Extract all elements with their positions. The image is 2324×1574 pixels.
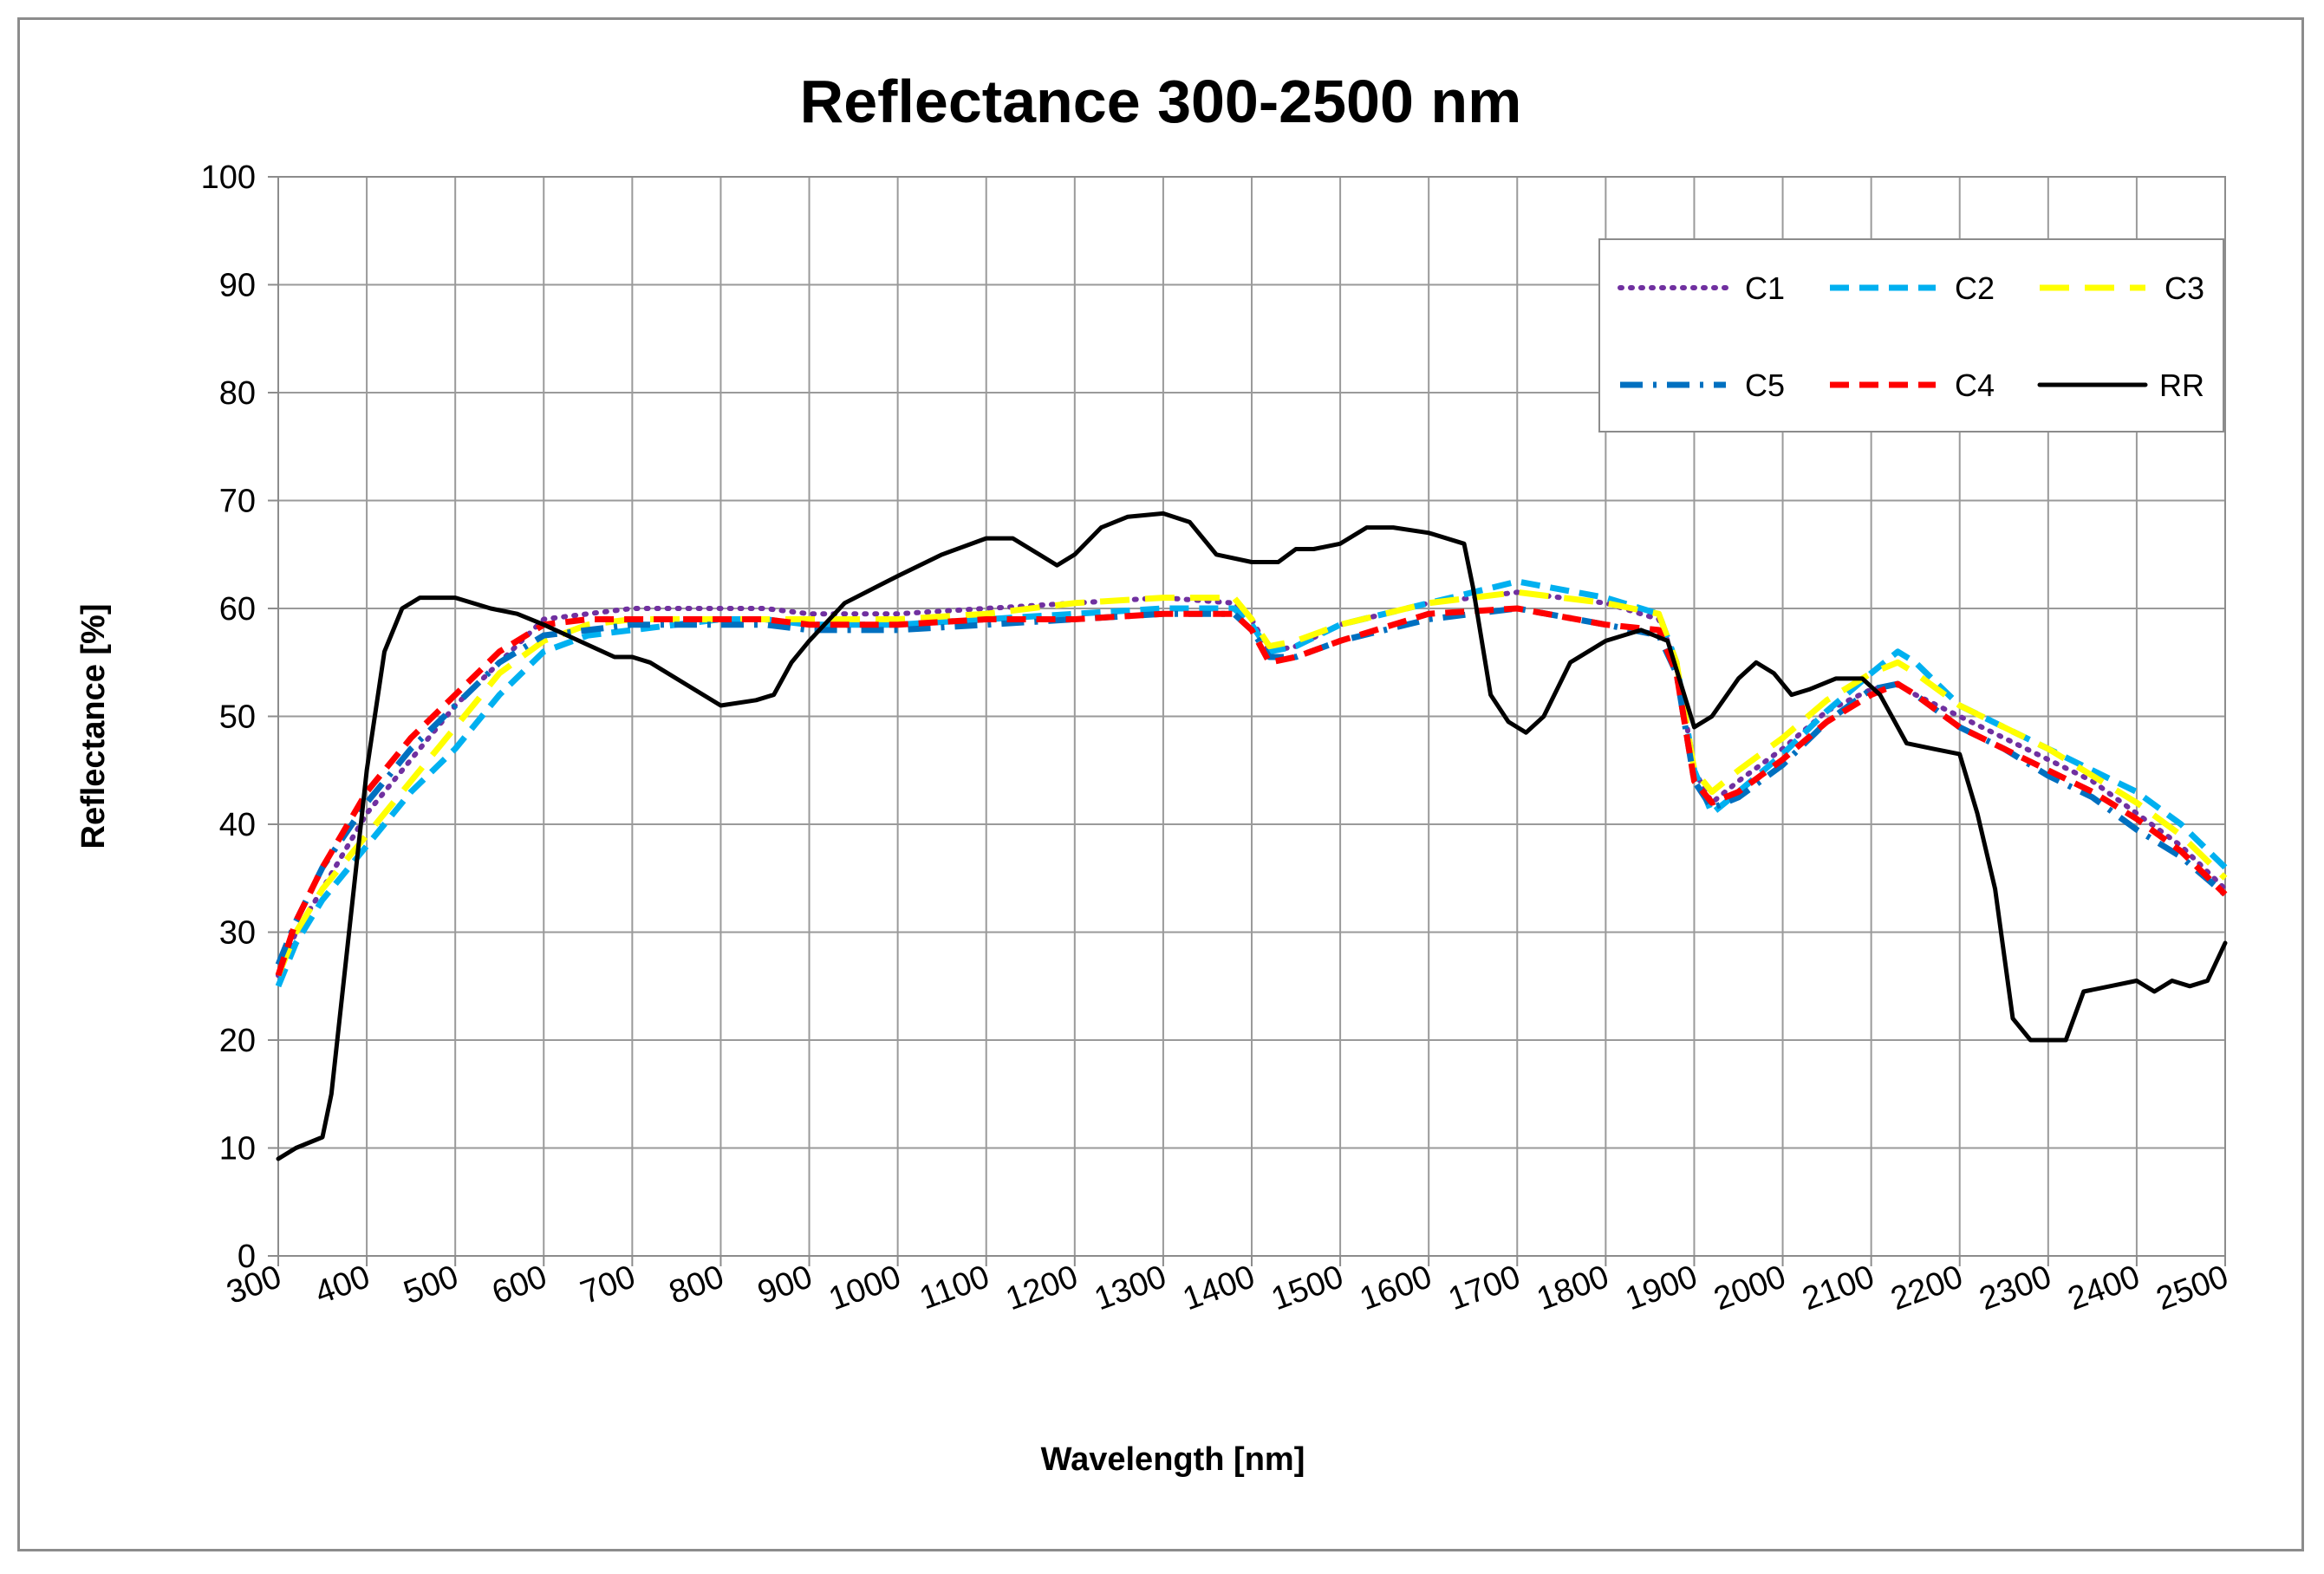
x-tick-label: 1000 [824, 1259, 906, 1317]
x-tick-label: 2300 [1975, 1259, 2056, 1317]
x-tick-label: 400 [310, 1259, 374, 1311]
legend-box [1598, 238, 2224, 433]
x-axis-ticks: 300 400 500 600 700 800 900 1000 1100 1200 1300 140… [222, 1256, 2233, 1317]
y-tick-label: 50 [219, 699, 256, 736]
legend-label-c4: C4 [1955, 367, 1995, 403]
legend-label-c3: C3 [2165, 270, 2204, 306]
legend-label-c5: C5 [1745, 367, 1785, 403]
y-tick-label: 30 [219, 915, 256, 952]
x-tick-label: 1100 [915, 1259, 994, 1317]
x-tick-label: 1300 [1090, 1259, 1171, 1317]
series-lines [275, 511, 2228, 1161]
legend-label-rr: RR [2159, 367, 2204, 403]
y-tick-label: 70 [219, 484, 256, 520]
x-tick-label: 300 [222, 1259, 286, 1311]
x-tick-label: 700 [576, 1259, 640, 1311]
x-tick-label: 500 [399, 1259, 463, 1311]
x-tick-label: 1800 [1533, 1259, 1614, 1317]
y-tick-label: 0 [238, 1239, 256, 1275]
y-axis-ticks: 0 10 20 30 40 50 60 70 80 90 100 [201, 159, 278, 1275]
x-tick-label: 600 [487, 1259, 551, 1311]
y-tick-label: 40 [219, 807, 256, 843]
y-tick-label: 90 [219, 268, 256, 304]
y-tick-label: 60 [219, 591, 256, 628]
x-tick-label: 2500 [2151, 1259, 2233, 1317]
x-tick-label: 1900 [1621, 1259, 1702, 1317]
chart-title: Reflectance 300-2500 nm [800, 68, 1522, 135]
series-line-c5 [275, 605, 2228, 966]
x-tick-label: 900 [753, 1259, 817, 1311]
x-axis-label: Wavelength [nm] [1041, 1441, 1305, 1478]
reflectance-chart: Reflectance 300-2500 nm 0 10 20 30 40 50 60 70 8… [75, 68, 2233, 1478]
x-tick-label: 1700 [1444, 1259, 1526, 1317]
x-tick-label: 2100 [1798, 1259, 1879, 1317]
y-axis-label: Reflectance [%] [75, 604, 112, 849]
series-line-rr [276, 511, 2228, 1161]
series-line-c2 [275, 578, 2228, 988]
x-tick-label: 2400 [2063, 1259, 2145, 1317]
x-tick-label: 1600 [1355, 1259, 1436, 1317]
x-tick-label: 1500 [1266, 1259, 1348, 1317]
series-line-c3 [275, 589, 2228, 977]
x-tick-label: 1200 [1001, 1259, 1083, 1317]
legend: C1 C2 C3 C5 C4 RR [1598, 238, 2224, 433]
y-tick-label: 100 [201, 159, 256, 196]
y-tick-label: 80 [219, 375, 256, 412]
y-tick-label: 20 [219, 1023, 256, 1059]
y-tick-label: 10 [219, 1131, 256, 1167]
chart-frame: Reflectance 300-2500 nm 0 10 20 30 40 50 60 70 8… [17, 17, 2304, 1551]
x-tick-label: 800 [665, 1259, 729, 1311]
legend-label-c1: C1 [1745, 270, 1785, 306]
legend-label-c2: C2 [1955, 270, 1995, 306]
x-tick-label: 2000 [1709, 1259, 1791, 1317]
x-tick-label: 1400 [1178, 1259, 1260, 1317]
x-tick-label: 2200 [1886, 1259, 1968, 1317]
